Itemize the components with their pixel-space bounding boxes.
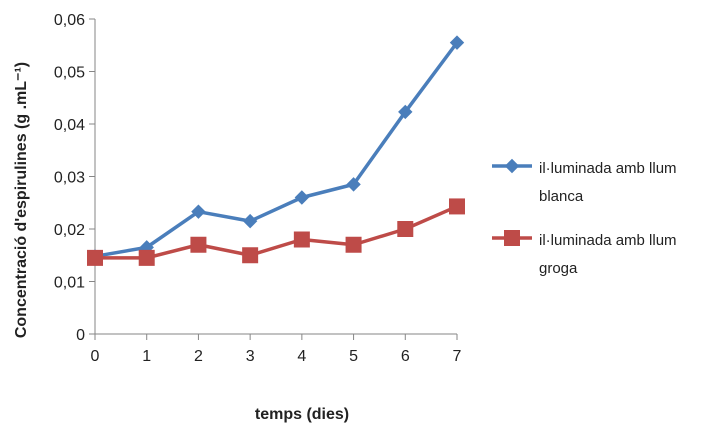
x-tick-label: 4 bbox=[297, 348, 306, 365]
x-tick-label: 2 bbox=[194, 348, 203, 365]
data-point bbox=[293, 231, 310, 248]
y-tick-label: 0,01 bbox=[54, 275, 85, 292]
x-tick-label: 1 bbox=[142, 348, 151, 365]
series-layer bbox=[87, 35, 465, 266]
x-tick-label: 7 bbox=[453, 348, 462, 365]
x-tick-label: 5 bbox=[349, 348, 358, 365]
data-point bbox=[346, 177, 361, 192]
data-point bbox=[242, 247, 259, 264]
data-point bbox=[449, 198, 465, 215]
legend-item-1: il·luminada amb llum blanca bbox=[492, 158, 677, 205]
data-point bbox=[397, 221, 414, 237]
y-tick-label: 0,03 bbox=[54, 170, 85, 187]
series-2 bbox=[87, 198, 465, 266]
y-tick-label: 0,04 bbox=[54, 117, 85, 134]
y-tick-label: 0 bbox=[76, 327, 85, 344]
y-axis-title: Concentració d'espirulines (g .mL⁻¹) bbox=[13, 62, 30, 338]
legend-label: blanca bbox=[539, 188, 584, 205]
series-line bbox=[95, 204, 458, 260]
data-point bbox=[138, 249, 155, 266]
data-point bbox=[294, 190, 310, 205]
legend-swatch-marker bbox=[504, 230, 520, 246]
legend-label: il·luminada amb llum bbox=[539, 160, 677, 177]
x-tick-label: 6 bbox=[401, 348, 410, 365]
data-point bbox=[449, 35, 465, 50]
legend-label: groga bbox=[539, 260, 578, 277]
x-tick-label: 3 bbox=[246, 348, 255, 365]
legend-swatch-marker bbox=[504, 158, 520, 174]
legend-item-2: il·luminada amb llum groga bbox=[492, 230, 677, 277]
data-point bbox=[191, 204, 206, 219]
y-tick-label: 0,06 bbox=[54, 12, 85, 29]
axes: 0 0,01 0,02 0,03 0,04 0,05 0,06 0 1 2 3 4 5 6 7 bbox=[54, 12, 462, 365]
legend-label: il·luminada amb llum bbox=[539, 232, 677, 249]
data-point bbox=[345, 236, 362, 253]
data-point bbox=[398, 104, 413, 120]
data-point bbox=[190, 236, 207, 253]
x-tick-label: 0 bbox=[91, 348, 100, 365]
y-tick-label: 0,05 bbox=[54, 65, 85, 82]
data-point bbox=[242, 213, 258, 229]
x-axis-title: temps (dies) bbox=[255, 406, 349, 423]
y-tick-label: 0,02 bbox=[54, 222, 85, 239]
series-line bbox=[94, 41, 459, 259]
data-point bbox=[87, 249, 103, 266]
